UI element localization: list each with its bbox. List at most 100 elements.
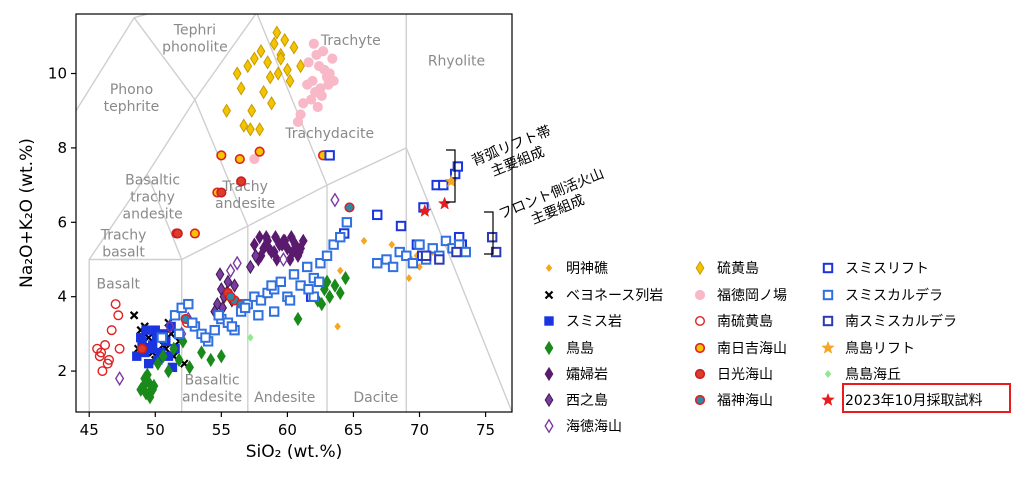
region-label: tephrite [104, 99, 160, 115]
data-point [263, 55, 272, 70]
data-point [158, 349, 168, 364]
data-point [266, 280, 277, 291]
region-label: basalt [102, 244, 145, 260]
region-label: Phono [110, 82, 153, 98]
data-point [216, 187, 227, 198]
data-point [267, 96, 276, 111]
data-point [344, 202, 355, 213]
legend-label: 日光海山 [717, 367, 773, 383]
legend-marker [694, 289, 706, 301]
data-point [232, 255, 242, 271]
data-point [387, 261, 399, 273]
legend-marker [544, 316, 554, 326]
series-13 [305, 150, 467, 302]
data-point [169, 310, 181, 321]
legend-label: スミス岩 [566, 314, 622, 330]
data-point [246, 259, 255, 275]
y-tick-label: 4 [57, 288, 67, 306]
boundary-line [256, 14, 328, 186]
data-point [293, 311, 303, 327]
data-point [325, 289, 335, 304]
legend-label: 南スミスカルデラ [845, 313, 957, 330]
data-point [298, 98, 309, 109]
x-tick-label: 55 [212, 421, 231, 439]
legend-label: 鳥島海丘 [845, 367, 901, 383]
data-point [164, 363, 173, 379]
data-point [136, 343, 148, 354]
region-label: trachy [130, 189, 175, 205]
series-15 [420, 231, 502, 265]
y-tick-label: 8 [57, 139, 67, 157]
data-point [110, 299, 121, 310]
data-point [153, 356, 163, 371]
data-point [407, 258, 419, 269]
data-point [314, 60, 325, 72]
legend-marker [544, 366, 554, 382]
data-point [336, 266, 344, 275]
legend-label: 鳥島 [566, 341, 594, 357]
legend-label: ベヨネース列岩 [566, 288, 663, 304]
data-point [172, 228, 183, 239]
data-point [165, 318, 175, 334]
region-label: andesite [182, 389, 242, 405]
boundary-line [194, 99, 249, 227]
data-point [265, 70, 275, 85]
data-point [189, 228, 201, 239]
data-point [341, 217, 353, 228]
data-point [272, 25, 282, 40]
region-boundaries [76, 14, 512, 412]
region-label: Tephri [173, 23, 216, 39]
data-point [308, 38, 319, 49]
data-point [97, 366, 108, 377]
data-point [225, 291, 236, 302]
data-point [255, 122, 265, 137]
data-point [230, 278, 239, 293]
annotation-bracket [446, 149, 456, 203]
series-8 [249, 38, 339, 165]
x-tick-label: 50 [146, 421, 165, 439]
region-label: Andesite [254, 390, 315, 406]
boundary-line [181, 225, 249, 261]
data-point [313, 276, 325, 288]
series-12 [180, 202, 355, 325]
legend-marker [822, 315, 834, 327]
data-point [460, 246, 471, 258]
data-point [197, 345, 206, 360]
data-point [328, 239, 339, 250]
data-point [216, 349, 226, 364]
series-4 [249, 230, 308, 267]
data-point [247, 333, 254, 342]
data-point [360, 236, 368, 245]
data-point [102, 358, 113, 369]
legend-marker [824, 370, 832, 378]
data-point [317, 296, 327, 312]
data-point [334, 322, 341, 331]
legend-marker [821, 392, 835, 406]
data-point [285, 73, 295, 89]
data-point [303, 57, 314, 68]
data-point [372, 209, 383, 221]
data-point [486, 231, 498, 243]
x-tick-label: 75 [476, 421, 495, 439]
data-point-stroke [129, 311, 139, 320]
data-point [289, 40, 299, 55]
data-point [255, 230, 265, 245]
data-point [183, 298, 194, 310]
data-point [308, 291, 320, 302]
region-label: Basaltic [125, 172, 180, 188]
data-point [327, 53, 338, 64]
data-point [283, 62, 292, 77]
data-point [330, 278, 340, 293]
data-point [269, 244, 279, 260]
data-point [312, 101, 323, 113]
data-point [239, 118, 249, 133]
data-point [216, 150, 227, 161]
data-point [438, 179, 449, 191]
x-axis-title: SiO₂ (wt.%) [246, 442, 343, 462]
data-point [114, 370, 125, 387]
data-point [302, 79, 313, 90]
x-tick-label: 65 [344, 421, 363, 439]
y-tick-label: 2 [57, 362, 67, 380]
series-14 [156, 217, 471, 347]
data-point [427, 243, 438, 254]
